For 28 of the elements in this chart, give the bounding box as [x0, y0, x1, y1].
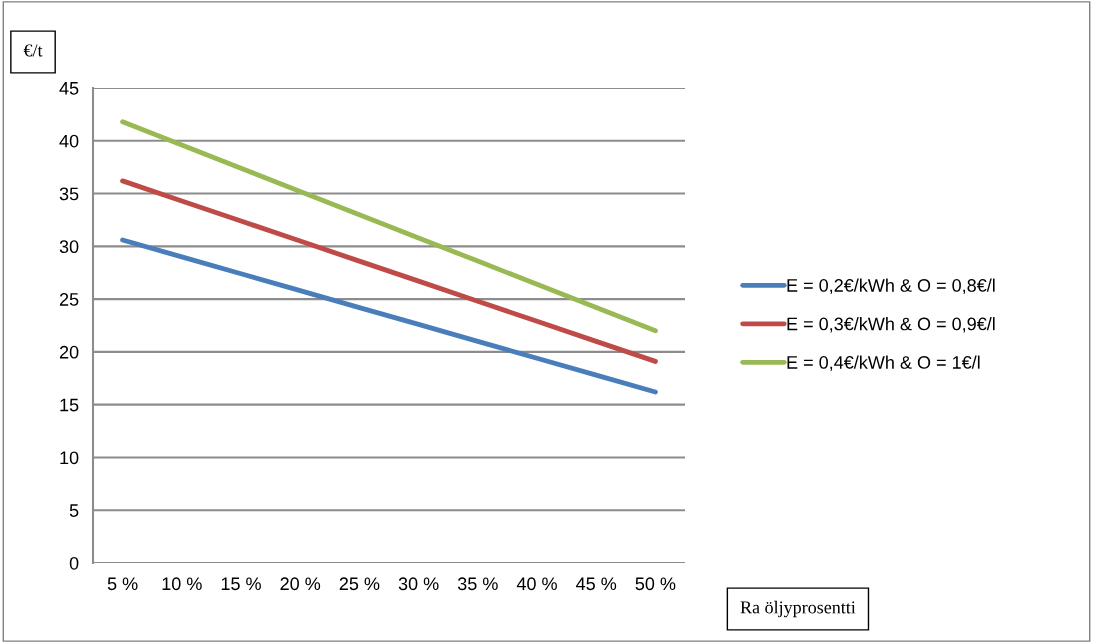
- x-tick-label: 35 %: [457, 577, 498, 591]
- y-tick-label: 35: [59, 187, 79, 201]
- y-tick-label: 25: [59, 293, 79, 306]
- x-tick-label: 10 %: [162, 577, 202, 591]
- x-tick-label: 20 %: [280, 577, 321, 591]
- legend-label: E = 0,3€/kWh & O = 0,9€/l: [787, 317, 995, 333]
- y-tick-label: 30: [59, 240, 79, 254]
- y-tick-label: 45: [59, 82, 79, 95]
- y-tick-label: 10: [60, 451, 79, 465]
- x-tick-label: 15 %: [221, 577, 261, 591]
- y-tick-label: 15: [60, 398, 79, 412]
- y-tick-label: 5: [69, 504, 79, 517]
- x-tick-label: 45 %: [576, 577, 617, 591]
- line-series: [120, 119, 658, 334]
- x-tick-label: 30 %: [398, 577, 439, 591]
- line-series: [120, 178, 658, 364]
- legend-label: E = 0,2€/kWh & O = 0,8€/l: [787, 278, 995, 294]
- line-series: [120, 237, 658, 395]
- y-tick-label: 40: [59, 134, 79, 148]
- x-axis-title: Ra öljyprosentti: [740, 600, 856, 618]
- legend-label: E = 0,4€/kWh & O = 1€/l: [787, 355, 980, 371]
- x-tick-label: 50 %: [635, 577, 676, 591]
- y-axis-title: €/t: [23, 44, 43, 57]
- x-tick-label: 5 %: [107, 577, 138, 591]
- x-tick-label: 25 %: [339, 577, 380, 591]
- y-tick-label: 0: [69, 556, 79, 570]
- y-tick-label: 20: [59, 345, 79, 359]
- x-tick-label: 40 %: [516, 577, 557, 591]
